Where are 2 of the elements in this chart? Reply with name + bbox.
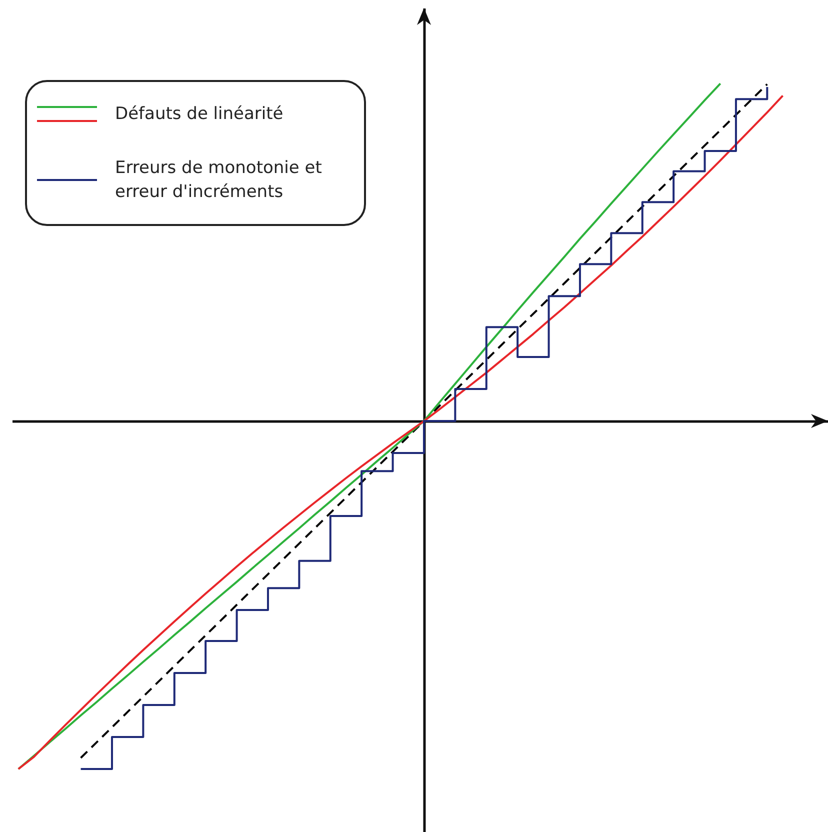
legend-label: Erreurs de monotonie et erreur d'incréments: [115, 157, 323, 204]
legend-label: Défauts de linéarité: [115, 103, 284, 126]
